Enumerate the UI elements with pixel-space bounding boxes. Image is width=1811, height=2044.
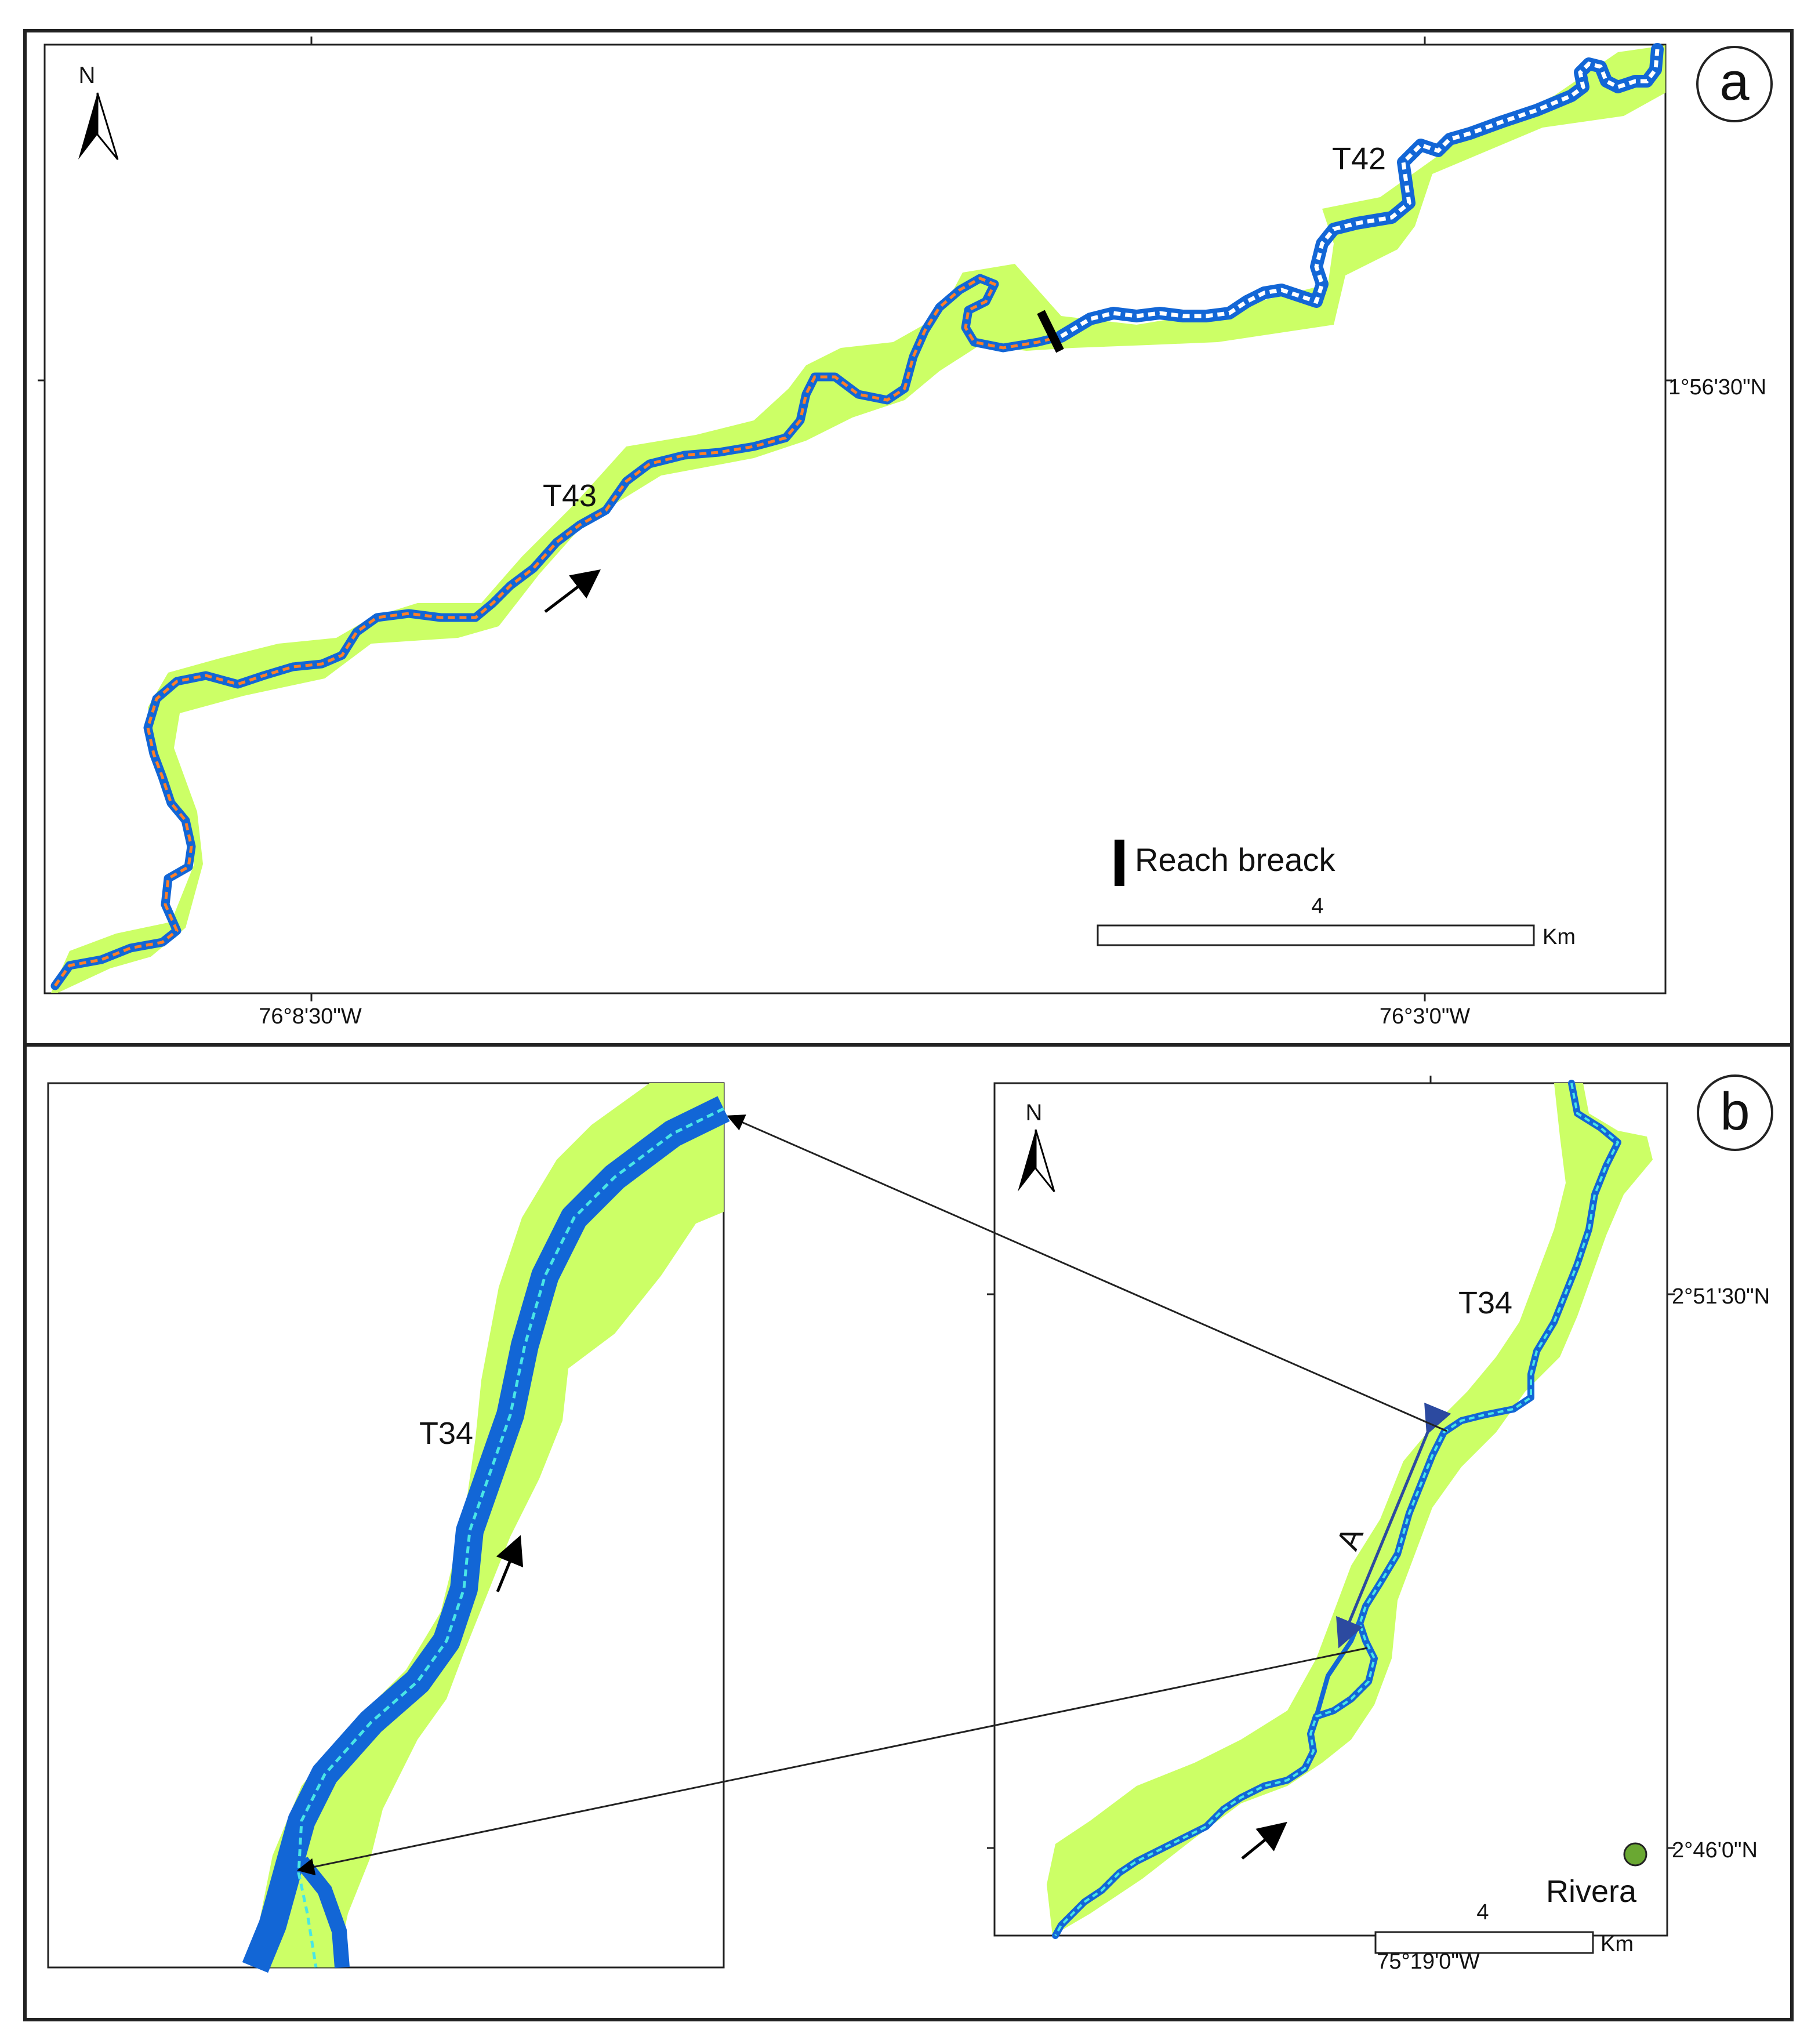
scale-unit-b: Km [1600,1932,1634,1956]
inset-flow-arrow [496,1535,524,1592]
centerline-t34 [1054,1083,1620,1936]
centerline-t43 [53,277,1062,987]
panel-b-main: A T34 N Rivera 4 b 2°51'30"N 2°46'0"N 75… [987,1074,1773,1974]
lon-label-a-west: 76°8'30"W [259,1004,362,1029]
lat-label-b-north: 2°51'30"N [1672,1284,1770,1309]
panel-b-inset: T34 [47,1082,730,1973]
reach-label-t34: T34 [1458,1286,1512,1320]
north-label: N [1026,1100,1043,1126]
lon-label-b: 75°19'0"W [1377,1949,1480,1974]
svg-text:a: a [1719,52,1750,111]
panel-a: T42 T43 N a Reach breack 4 Km 1°56'30"N … [38,37,1773,1029]
inset-centerline [297,1107,725,1968]
lon-label-a-east: 76°3'0"W [1380,1004,1470,1029]
scale-bar-a [1097,924,1535,946]
scale-bar-b [1374,1931,1594,1954]
reach-break-legend-text: Reach breack [1135,841,1336,878]
inset-connector-bottom [297,1647,1368,1876]
flow-arrow-a [544,569,601,613]
inset-connector-top [727,1114,1447,1432]
centerline-t42 [1060,49,1660,339]
reach-label-t43: T43 [543,478,597,513]
town-marker-rivera [1623,1842,1647,1867]
panel-label-b: b [1697,1074,1773,1151]
panel-b-map-frame [993,1082,1668,1937]
scale-value-b: 4 [1476,1900,1489,1925]
north-arrow-a: N [78,63,119,160]
outer-frame [23,29,1794,2021]
inset-reach-label: T34 [419,1416,473,1451]
scale-value-a: 4 [1311,894,1323,918]
flow-arrow-b [1241,1821,1287,1860]
floodplain-a [51,45,1665,993]
town-label-rivera: Rivera [1546,1874,1637,1909]
panel-label-a: a [1696,46,1773,122]
lat-label-b-south: 2°46'0"N [1672,1838,1758,1863]
lat-label-a: 1°56'30"N [1668,375,1766,400]
reach-break-legend-symbol [1115,840,1124,886]
reach-label-t42: T42 [1332,141,1386,176]
floodplain-b [1047,1083,1653,1936]
north-arrow-b: N [1018,1100,1055,1192]
reach-break-marker [1037,310,1064,353]
inset-side-channel [295,1856,350,1969]
segment-a-arrow [1336,1402,1451,1649]
svg-text:b: b [1720,1082,1750,1141]
north-label: N [79,63,96,88]
scale-unit-a: Km [1543,925,1576,949]
inset-floodplain [255,1083,724,1967]
